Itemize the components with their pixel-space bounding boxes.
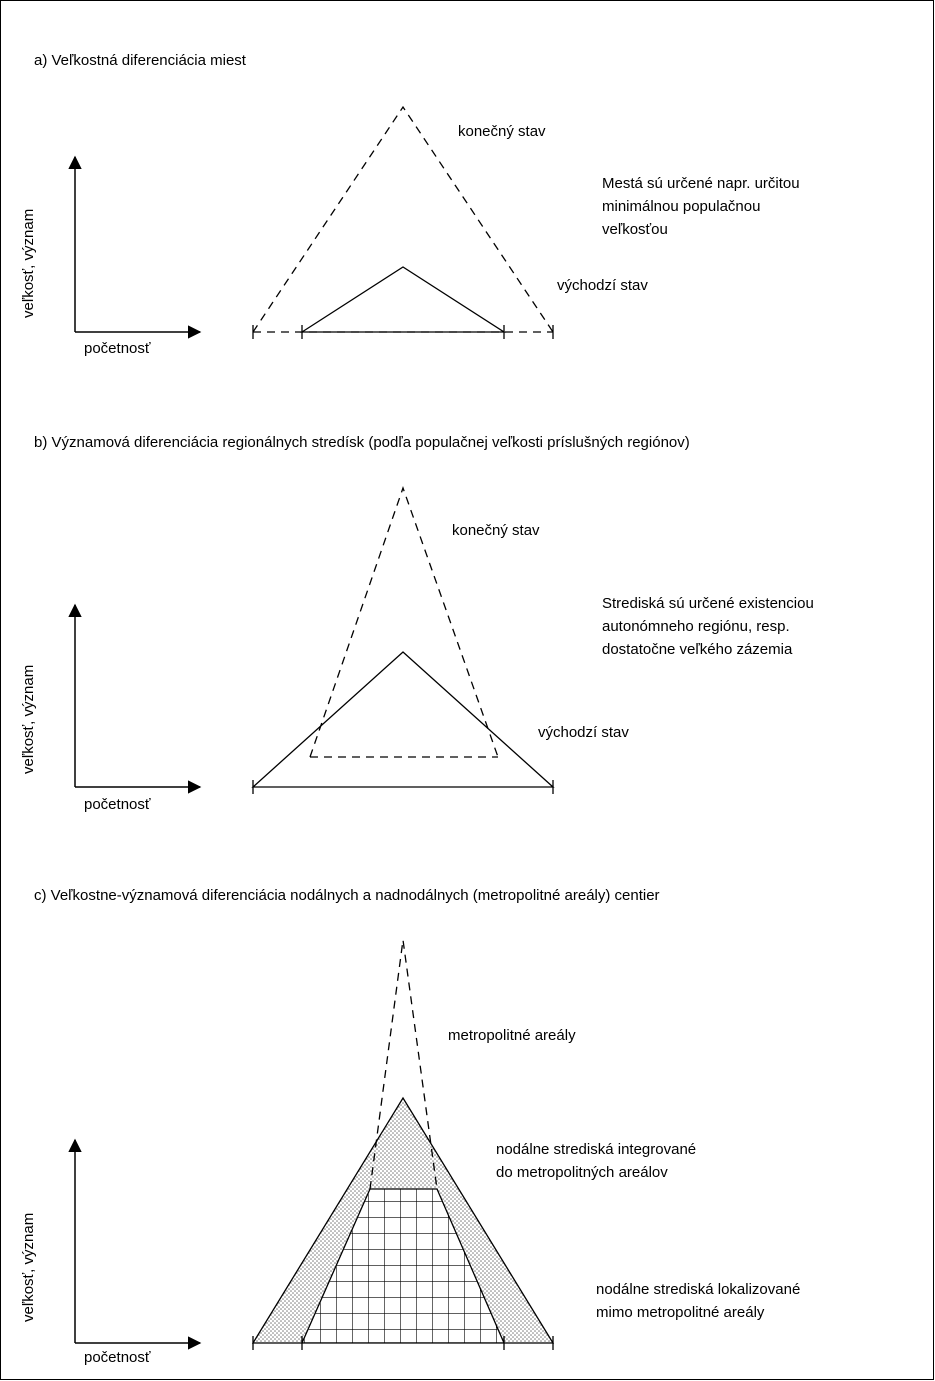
panel-b-x-axis-label: početnosť	[84, 796, 151, 813]
panel-c-title: c) Veľkostne-významová diferenciácia nod…	[34, 887, 660, 904]
panel-b-note-line2: autonómneho regiónu, resp.	[602, 618, 790, 635]
panel-c-outside-area	[301, 1188, 505, 1343]
panel-a-ticks	[252, 325, 554, 339]
panel-c-outer-triangle	[251, 1096, 555, 1344]
panel-b-initial-label: východzí stav	[538, 724, 629, 741]
panel-c-ticks	[252, 1336, 554, 1350]
panel-a-final-label: konečný stav	[458, 123, 546, 140]
panel-a-x-axis-label: početnosť	[84, 340, 151, 357]
panel-c-outside-label-line2: mimo metropolitné areály	[596, 1304, 765, 1321]
panel-a-note-line3: veľkosťou	[602, 221, 668, 238]
panel-a-note-line2: minimálnou populačnou	[602, 198, 761, 215]
panel-a-axes	[68, 155, 202, 339]
panel-a-title: a) Veľkostná diferenciácia miest	[34, 52, 246, 69]
panel-a-final-triangle	[252, 105, 554, 333]
panel-b-ticks	[252, 780, 554, 794]
panel-b-final-triangle	[309, 486, 499, 758]
panel-c-outside-label-line1: nodálne strediská lokalizované	[596, 1281, 801, 1298]
panel-b-title: b) Významová diferenciácia regionálnych …	[34, 434, 690, 451]
panel-a-initial-label: východzí stav	[557, 277, 648, 294]
panel-c-integrated-label-line1: nodálne strediská integrované	[496, 1141, 697, 1158]
panel-c-metro-label: metropolitné areály	[448, 1027, 576, 1044]
panel-a-initial-triangle	[299, 266, 507, 333]
panel-b-axes	[68, 603, 202, 794]
panel-c-axes	[68, 1138, 202, 1350]
panel-c-integrated-label-line2: do metropolitných areálov	[496, 1164, 668, 1181]
panel-b-final-label: konečný stav	[452, 522, 540, 539]
panel-c-x-axis-label: početnosť	[84, 1349, 151, 1366]
panel-a-note-line1: Mestá sú určené napr. určitou	[602, 175, 800, 192]
panel-b-initial-triangle	[251, 651, 555, 788]
panel-b-note-line1: Strediská sú určené existenciou	[602, 595, 814, 612]
panel-b-note-line3: dostatočne veľkého zázemia	[602, 641, 793, 658]
